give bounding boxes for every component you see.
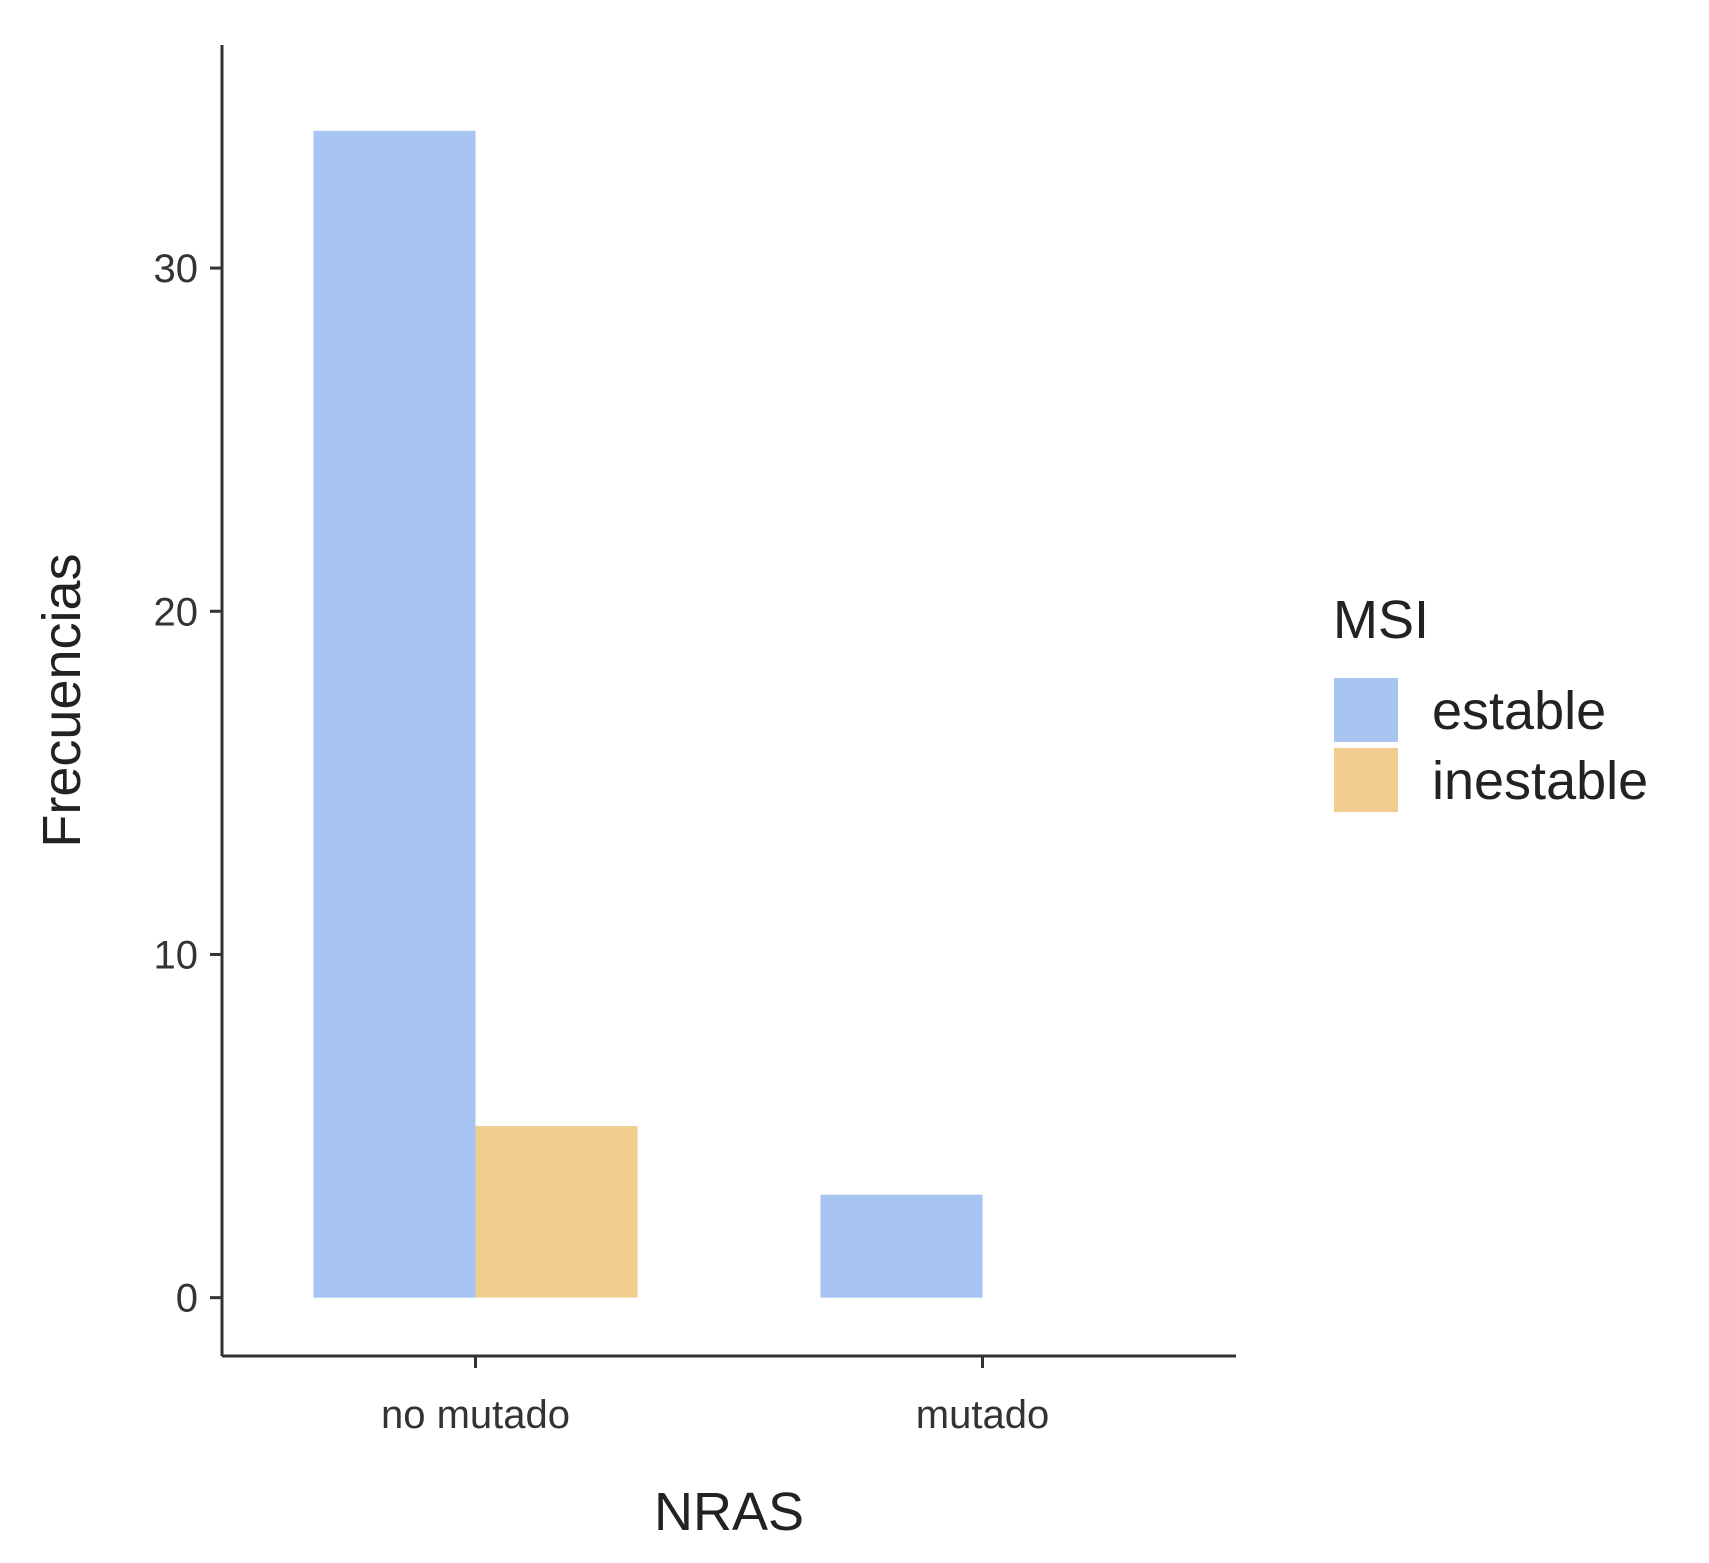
legend-key-estable	[1334, 678, 1398, 742]
bar-estable-mutado	[820, 1194, 983, 1298]
y-tick-label: 10	[154, 933, 199, 977]
y-axis-ticks: 0 10 20 30	[154, 247, 222, 1321]
legend: MSI estable inestable	[1333, 590, 1648, 812]
y-tick-label: 20	[154, 590, 199, 634]
x-axis-title: NRAS	[654, 1482, 804, 1542]
bars-layer	[313, 130, 983, 1298]
legend-title: MSI	[1333, 590, 1429, 650]
legend-label-estable: estable	[1432, 681, 1606, 741]
legend-items: estable inestable	[1334, 678, 1648, 812]
legend-key-inestable	[1334, 748, 1398, 812]
legend-label-inestable: inestable	[1432, 751, 1648, 811]
bar-estable-no-mutado	[313, 130, 476, 1298]
y-tick-label: 0	[176, 1277, 198, 1321]
y-tick-label: 30	[154, 247, 199, 291]
y-axis-title: Frecuencias	[32, 553, 92, 847]
bar-inestable-no-mutado	[475, 1126, 638, 1298]
x-tick-label: mutado	[916, 1393, 1049, 1437]
x-axis-ticks: no mutado mutado	[381, 1356, 1049, 1437]
x-tick-label: no mutado	[381, 1393, 570, 1437]
